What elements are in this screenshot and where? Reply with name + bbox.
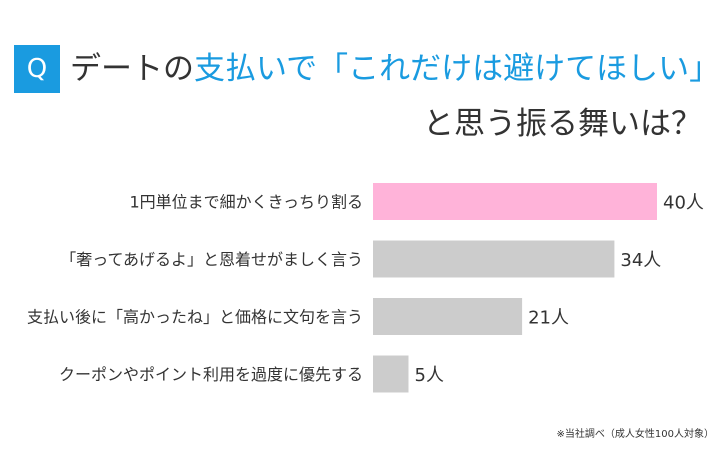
- bar-3: [373, 298, 523, 335]
- title-line-1: デートの支払いで「これだけは避けてほしい」: [70, 49, 720, 89]
- category-label-2: 「奢ってあげるよ」と恩着せがましく言う: [60, 250, 363, 269]
- footnote: ※当社調べ（成人女性100人対象）: [556, 429, 714, 440]
- title-segment-1: デートの: [70, 51, 194, 87]
- bar-2: [373, 240, 615, 278]
- question-badge: Q: [14, 45, 60, 93]
- title-line-2: と思う振る舞いは？: [423, 106, 702, 142]
- value-label-1: 40人: [663, 193, 704, 214]
- bar-4: [373, 355, 409, 393]
- value-label-3: 21人: [528, 308, 569, 329]
- category-label-3: 支払い後に「高かったね」と価格に文句を言う: [27, 308, 363, 327]
- bar-1: [373, 183, 657, 220]
- value-label-2: 34人: [620, 250, 661, 271]
- category-label-4: クーポンやポイント利用を過度に優先する: [59, 365, 363, 384]
- title-segment-3: 「これだけは避けてほしい」: [317, 51, 721, 87]
- value-label-4: 5人: [415, 365, 444, 386]
- category-label-1: 1円単位まで細かくきっちり割る: [129, 193, 363, 212]
- title-segment-2: 支払いで: [194, 51, 318, 87]
